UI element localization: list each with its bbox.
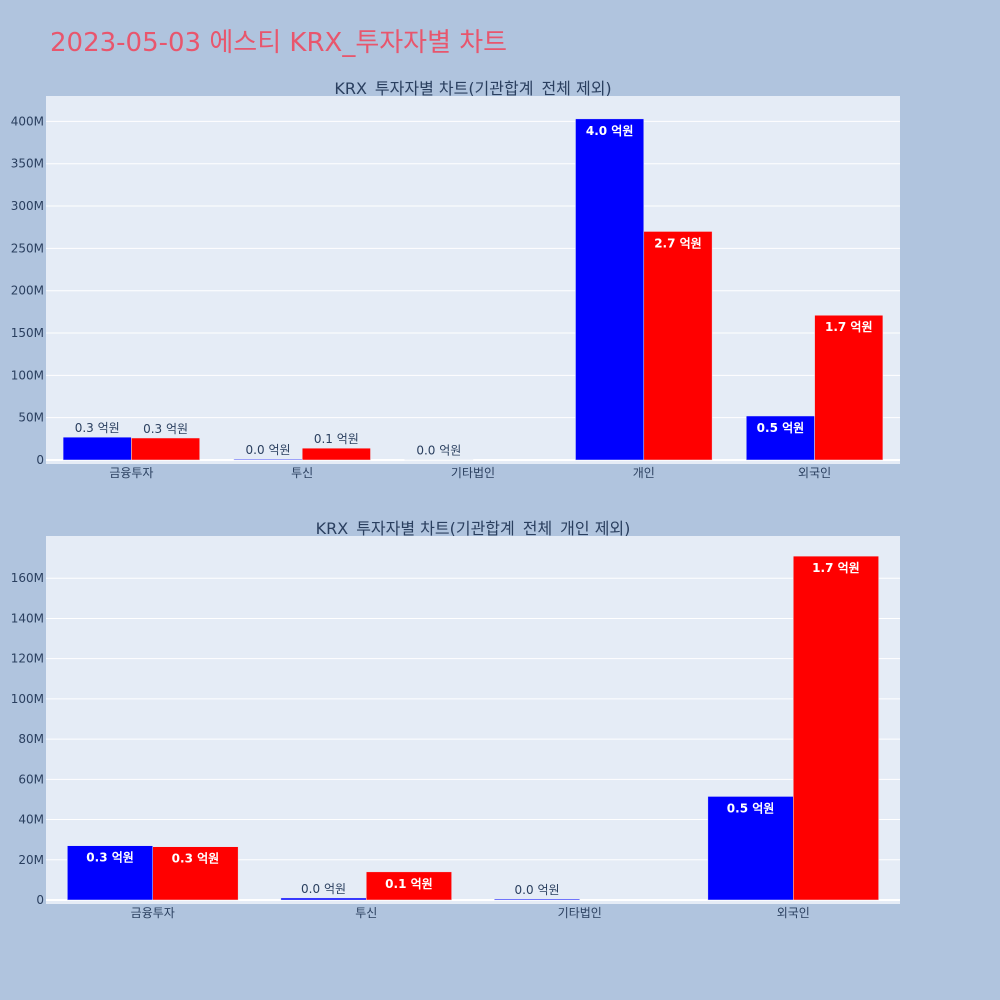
bar-sell [814, 314, 884, 461]
y-tick-label: 40M [18, 813, 44, 827]
bar-sell [793, 555, 879, 901]
bar-sell [301, 447, 371, 461]
data-label: 0.5 억원 [757, 421, 805, 435]
bar-buy [575, 118, 645, 461]
y-tick-label: 0 [36, 893, 44, 907]
bar-buy [62, 436, 132, 461]
x-tick-label: 기타법인 [558, 906, 602, 920]
x-tick-label: 금융투자 [131, 906, 175, 920]
x-tick-label: 외국인 [777, 906, 810, 920]
y-tick-label: 60M [18, 772, 44, 786]
bar-buy [67, 845, 153, 901]
page-title: 2023-05-03 에스티 KRX_투자자별 차트 [50, 28, 508, 58]
x-tick-label: 금융투자 [109, 466, 153, 480]
x-tick-label: 외국인 [798, 466, 831, 480]
bar-buy [494, 898, 581, 901]
y-tick-label: 160M [11, 571, 44, 585]
bar-buy [707, 796, 794, 901]
bar-sell [131, 437, 200, 461]
y-tick-label: 400M [11, 114, 44, 128]
x-tick-label: 투신 [291, 466, 313, 480]
data-label: 0.3 억원 [143, 422, 188, 436]
data-label: 0.1 억원 [314, 432, 359, 446]
y-tick-label: 120M [11, 652, 44, 666]
y-tick-label: 350M [11, 157, 44, 171]
plot-area [46, 96, 900, 464]
chart-title: KRX_투자자별 차트(기관합계_전체_개인 제외) [316, 519, 631, 539]
y-tick-label: 50M [18, 411, 44, 425]
data-label: 0.3 억원 [86, 851, 134, 865]
bar-sell [643, 231, 713, 461]
bar-sell [366, 871, 452, 901]
data-label: 0.5 억원 [727, 801, 775, 815]
y-tick-label: 0 [36, 453, 44, 467]
y-tick-label: 150M [11, 326, 44, 340]
data-label: 0.1 억원 [385, 877, 433, 891]
data-label: 1.7 억원 [825, 320, 873, 334]
bar-buy [746, 415, 815, 461]
data-label: 2.7 억원 [654, 236, 702, 250]
x-tick-label: 개인 [633, 466, 655, 480]
y-tick-label: 100M [11, 368, 44, 382]
data-label: 4.0 억원 [586, 124, 634, 138]
bar-sell [152, 846, 239, 901]
y-tick-label: 140M [11, 611, 44, 625]
data-label: 0.0 억원 [515, 883, 560, 897]
bar-buy [280, 897, 367, 901]
chart-title: KRX_투자자별 차트(기관합계_전체 제외) [334, 79, 611, 99]
data-label: 0.3 억원 [172, 852, 220, 866]
data-label: 0.3 억원 [75, 421, 120, 435]
y-tick-label: 100M [11, 692, 44, 706]
bar-chart-excluding-individual: KRX_투자자별 차트(기관합계_전체_개인 제외) 0.3 억원 0.3 억원 0… [11, 519, 900, 920]
x-tick-label: 투신 [355, 906, 377, 920]
data-label: 1.7 억원 [812, 561, 860, 575]
y-tick-label: 300M [11, 199, 44, 213]
data-label: 0.0 억원 [416, 444, 461, 458]
bar-buy [233, 458, 303, 461]
y-tick-label: 20M [18, 853, 44, 867]
data-label: 0.0 억원 [246, 443, 291, 457]
bar-chart-all: KRX_투자자별 차트(기관합계_전체 제외) 0.3 억원 0.3 억원 0.0 … [11, 79, 900, 480]
y-tick-label: 80M [18, 732, 44, 746]
y-tick-label: 250M [11, 241, 44, 255]
y-tick-label: 200M [11, 284, 44, 298]
x-tick-label: 기타법인 [451, 466, 495, 480]
data-label: 0.0 억원 [301, 882, 346, 896]
